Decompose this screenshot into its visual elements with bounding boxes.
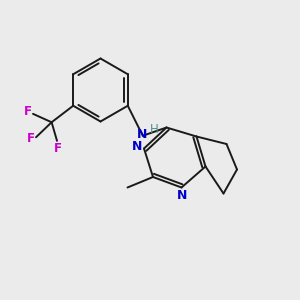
Text: F: F [24, 105, 32, 118]
Text: N: N [177, 189, 187, 203]
Text: N: N [132, 140, 142, 153]
Text: F: F [27, 132, 34, 145]
Text: F: F [54, 142, 62, 155]
Text: N: N [137, 128, 147, 141]
Text: H: H [150, 123, 159, 136]
